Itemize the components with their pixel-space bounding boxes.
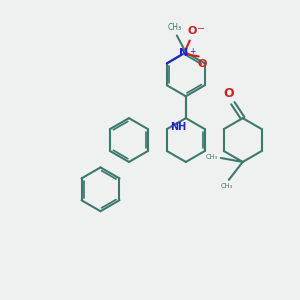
Text: O: O [197,59,206,69]
Text: −: − [197,23,205,34]
Text: O: O [187,26,196,35]
Text: O: O [224,87,234,100]
Text: CH₃: CH₃ [221,183,233,189]
Text: +: + [189,47,195,56]
Text: N: N [179,48,188,59]
Text: CH₃: CH₃ [168,22,182,32]
Text: NH: NH [170,122,186,132]
Text: CH₃: CH₃ [206,154,218,160]
